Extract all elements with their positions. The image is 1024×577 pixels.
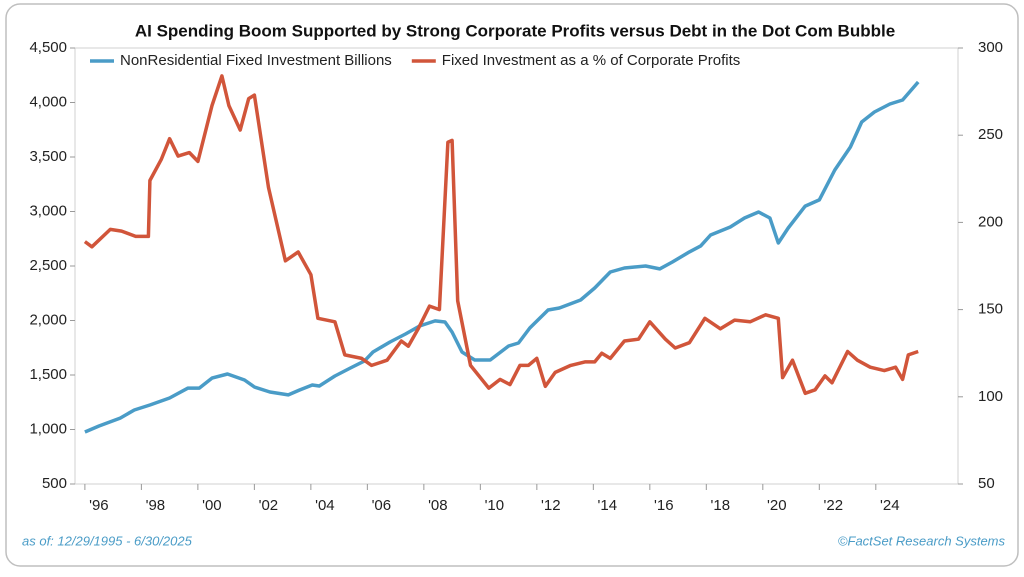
x-tick-label: '18: [711, 497, 731, 514]
y2-tick-label: 50: [978, 475, 995, 492]
y-tick-label: 1,000: [29, 420, 67, 437]
y2-tick-label: 150: [978, 301, 1003, 318]
y-tick-label: 1,500: [29, 366, 67, 383]
y2-tick-label: 300: [978, 39, 1003, 56]
frame: [5, 3, 1019, 567]
x-tick-label: '16: [654, 497, 674, 514]
source: ©FactSet Research Systems: [838, 533, 1006, 548]
x-tick-label: '12: [541, 497, 561, 514]
y-tick-label: 2,500: [29, 257, 67, 274]
y-tick-label: 500: [42, 475, 67, 492]
x-tick-label: '20: [767, 497, 787, 514]
footnote: as of: 12/29/1995 - 6/30/2025: [22, 533, 193, 548]
y2-tick-label: 100: [978, 388, 1003, 405]
chart-title: AI Spending Boom Supported by Strong Cor…: [135, 21, 895, 40]
y-tick-label: 4,000: [29, 93, 67, 110]
x-tick-label: '24: [880, 497, 900, 514]
x-tick-label: '00: [202, 497, 222, 514]
x-tick-label: '98: [146, 497, 166, 514]
legend-label: NonResidential Fixed Investment Billions: [120, 52, 392, 69]
y-tick-label: 2,000: [29, 311, 67, 328]
x-tick-label: '04: [315, 497, 335, 514]
x-tick-label: '10: [485, 497, 505, 514]
x-tick-label: '22: [824, 497, 844, 514]
y-tick-label: 3,500: [29, 148, 67, 165]
x-tick-label: '08: [428, 497, 448, 514]
x-tick-label: '06: [372, 497, 392, 514]
y-tick-label: 4,500: [29, 39, 67, 56]
y2-tick-label: 250: [978, 126, 1003, 143]
series-line: [84, 80, 920, 434]
x-tick-label: '02: [259, 497, 279, 514]
y-tick-label: 3,000: [29, 202, 67, 219]
x-tick-label: '96: [89, 497, 109, 514]
x-tick-label: '14: [598, 497, 618, 514]
y2-tick-label: 200: [978, 213, 1003, 230]
series-line: [83, 74, 919, 396]
legend-label: Fixed Investment as a % of Corporate Pro…: [442, 52, 740, 69]
